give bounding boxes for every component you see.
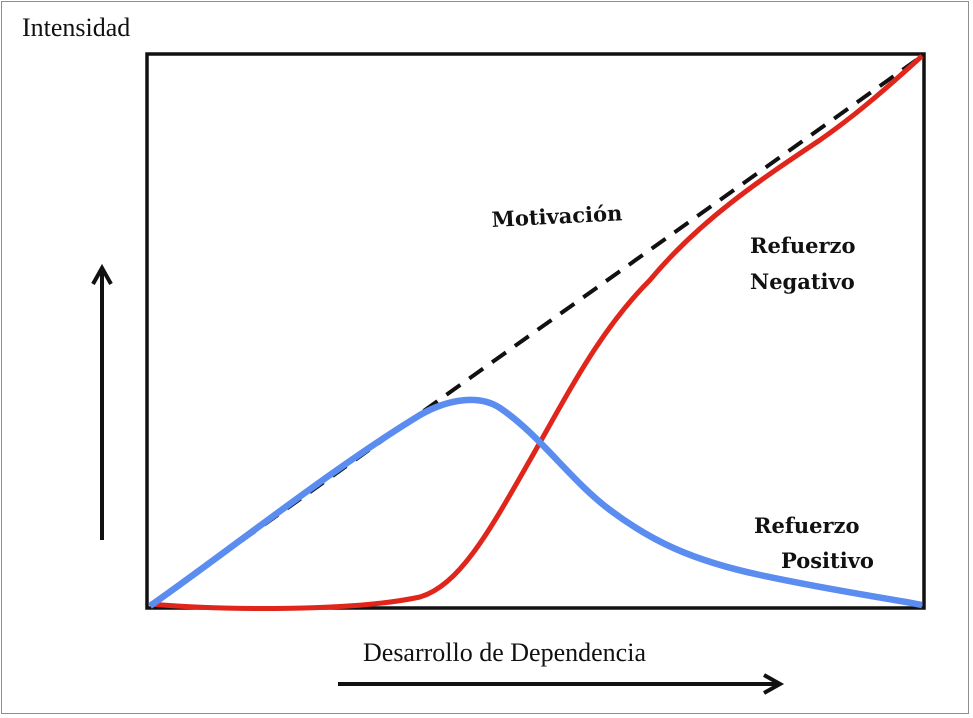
y-axis-label: Intensidad: [22, 13, 130, 42]
positive-label-line2: Positivo: [781, 548, 874, 573]
motivation-label: Motivación: [491, 200, 623, 232]
x-axis-label: Desarrollo de Dependencia: [363, 638, 646, 667]
negative-label-line1: Refuerzo: [750, 233, 855, 258]
negative-reinforcement-curve: [149, 54, 924, 611]
plot-box: [145, 52, 926, 610]
up-arrow-icon: [91, 263, 113, 540]
right-arrow-icon: [338, 673, 785, 695]
positive-label-line1: Refuerzo: [754, 513, 859, 538]
negative-label-line2: Negativo: [750, 269, 855, 294]
positive-reinforcement-curve: [148, 396, 923, 609]
motivation-curve: [148, 54, 924, 608]
